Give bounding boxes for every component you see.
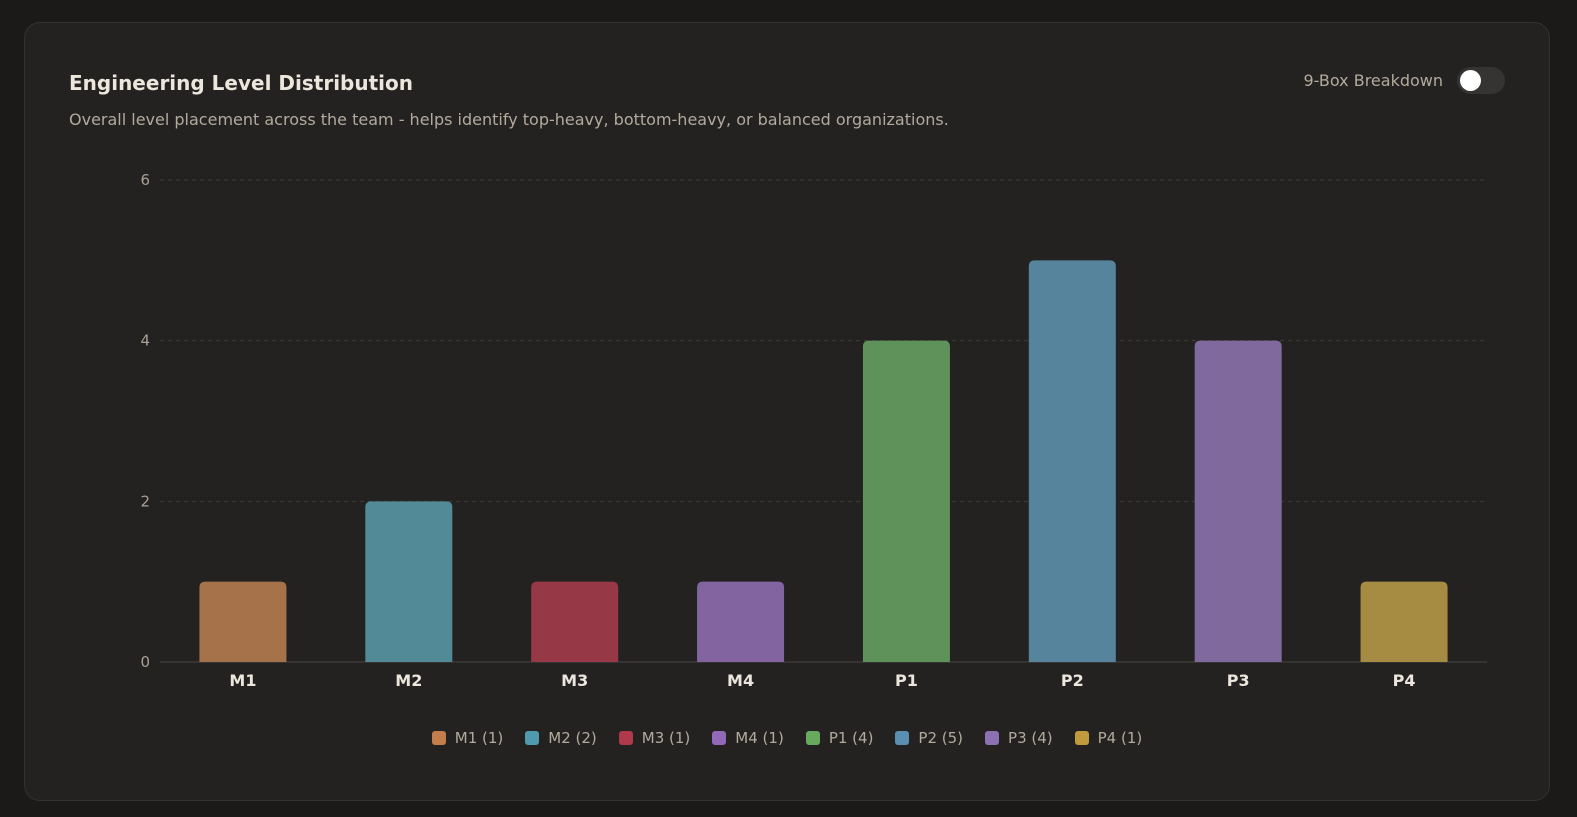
y-tick-label: 6: [140, 171, 150, 189]
bar-m4: [697, 581, 785, 662]
y-tick-label: 0: [140, 653, 150, 671]
legend-label: M2 (2): [548, 729, 597, 747]
legend-label: P1 (4): [828, 729, 874, 747]
x-tick-label: P1: [895, 671, 918, 690]
legend-item[interactable]: P3 (4): [985, 729, 1053, 747]
y-tick-label: 2: [140, 492, 150, 510]
chart-subtitle: Overall level placement across the team …: [69, 110, 949, 129]
legend-item[interactable]: P4 (1): [1074, 729, 1143, 747]
toggle-knob: [1460, 70, 1481, 91]
legend-swatch: [985, 731, 1000, 745]
legend-label: P2 (5): [918, 729, 964, 747]
legend-item[interactable]: P1 (4): [805, 729, 874, 747]
legend-item[interactable]: M3 (1): [618, 729, 691, 747]
legend-item[interactable]: M1 (1): [431, 729, 504, 747]
bar-p4: [1360, 581, 1448, 662]
chart-card: Engineering Level Distribution Overall l…: [24, 22, 1550, 801]
bar-m3: [531, 581, 619, 662]
chart-legend: M1 (1) M2 (2) M3 (1) M4 (1) P1 (4) P2 (5) P3 (…: [25, 729, 1549, 747]
x-tick-label: P2: [1061, 671, 1084, 690]
x-tick-label: P4: [1393, 671, 1416, 690]
nine-box-toggle-control: 9-Box Breakdown: [1303, 67, 1505, 94]
bar-p2: [1028, 260, 1116, 662]
x-tick-label: M3: [561, 671, 588, 690]
y-tick-label: 4: [140, 332, 150, 350]
nine-box-toggle[interactable]: [1457, 67, 1505, 94]
bar-p3: [1194, 340, 1282, 662]
x-tick-label: M2: [395, 671, 422, 690]
legend-swatch: [431, 731, 446, 745]
legend-label: P4 (1): [1097, 729, 1143, 747]
x-tick-label: P3: [1227, 671, 1250, 690]
legend-swatch: [1074, 731, 1089, 745]
nine-box-toggle-label: 9-Box Breakdown: [1303, 71, 1444, 90]
bar-m1: [199, 581, 287, 662]
chart-title: Engineering Level Distribution: [69, 71, 413, 95]
legend-item[interactable]: M4 (1): [712, 729, 784, 747]
legend-label: M4 (1): [735, 729, 784, 747]
x-tick-label: M1: [229, 671, 256, 690]
legend-swatch: [895, 731, 910, 745]
legend-item[interactable]: P2 (5): [895, 729, 963, 747]
bar-p1: [862, 340, 950, 662]
legend-swatch: [805, 731, 820, 745]
legend-swatch: [618, 731, 633, 745]
legend-item[interactable]: M2 (2): [525, 729, 597, 747]
bar-chart: 0 2 4 6 M1 M2 M3 M4 P1 P2 P3 P4: [140, 171, 1487, 690]
legend-swatch: [712, 731, 727, 745]
legend-label: M1 (1): [454, 729, 504, 747]
legend-label: P3 (4): [1008, 729, 1053, 747]
legend-label: M3 (1): [641, 729, 691, 747]
legend-swatch: [525, 731, 540, 745]
x-tick-label: M4: [727, 671, 754, 690]
bar-m2: [365, 501, 453, 662]
